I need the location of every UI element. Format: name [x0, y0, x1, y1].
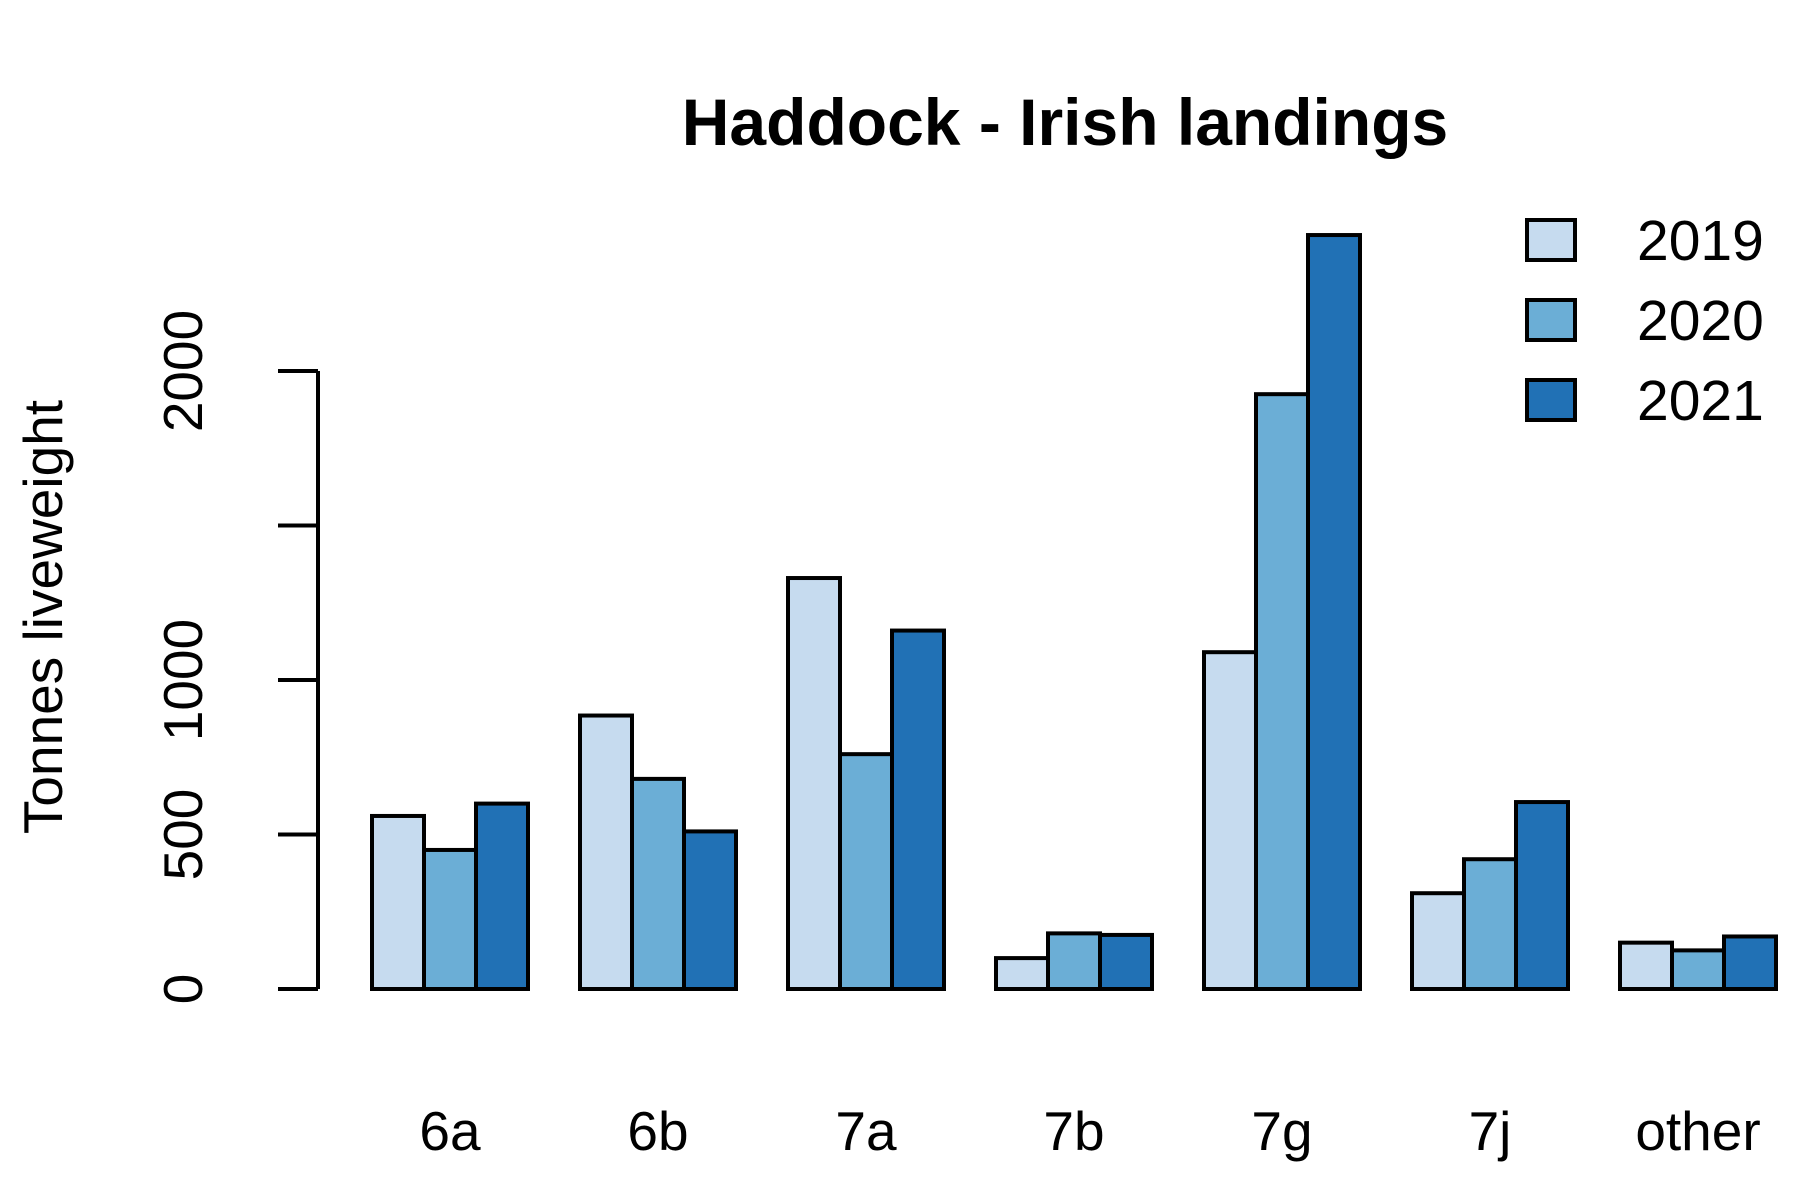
bar — [890, 628, 946, 991]
bar — [1306, 233, 1362, 992]
bar — [1410, 891, 1466, 992]
bar — [1046, 931, 1102, 992]
bar — [1254, 392, 1310, 991]
x-tick-label: 6a — [419, 1100, 481, 1162]
x-tick-label: 7j — [1469, 1100, 1512, 1162]
y-axis-label: Tonnes liveweight — [12, 400, 74, 834]
bar — [838, 752, 894, 991]
legend-label: 2019 — [1637, 209, 1764, 273]
bar — [578, 713, 634, 991]
x-tick-label: 7g — [1251, 1100, 1312, 1162]
bar — [1722, 934, 1778, 991]
bar — [422, 847, 478, 992]
bar — [1462, 857, 1518, 991]
bar — [786, 576, 842, 992]
y-tick-label: 2000 — [152, 310, 214, 432]
bar — [1670, 948, 1726, 991]
x-tick-label: 6b — [627, 1100, 688, 1162]
x-tick-label: 7b — [1043, 1100, 1104, 1162]
bar — [474, 801, 530, 991]
bar — [1514, 800, 1570, 991]
y-tick-label: 1000 — [152, 619, 214, 741]
legend-label: 2020 — [1637, 289, 1764, 353]
chart-title: Haddock - Irish landings — [682, 85, 1448, 159]
x-tick-label: 7a — [835, 1100, 897, 1162]
bar — [370, 813, 426, 992]
legend-label: 2021 — [1637, 369, 1764, 433]
y-tick-label: 500 — [152, 789, 214, 881]
bar — [682, 829, 738, 991]
bar — [1618, 940, 1674, 992]
legend-swatch — [1525, 298, 1577, 342]
legend-swatch — [1525, 218, 1577, 262]
bar — [1202, 650, 1258, 991]
bar — [1098, 932, 1154, 991]
legend-swatch — [1525, 378, 1577, 422]
x-tick-label: other — [1635, 1100, 1760, 1162]
bar — [994, 956, 1050, 991]
bar — [630, 776, 686, 991]
y-tick-label: 0 — [152, 974, 214, 1005]
